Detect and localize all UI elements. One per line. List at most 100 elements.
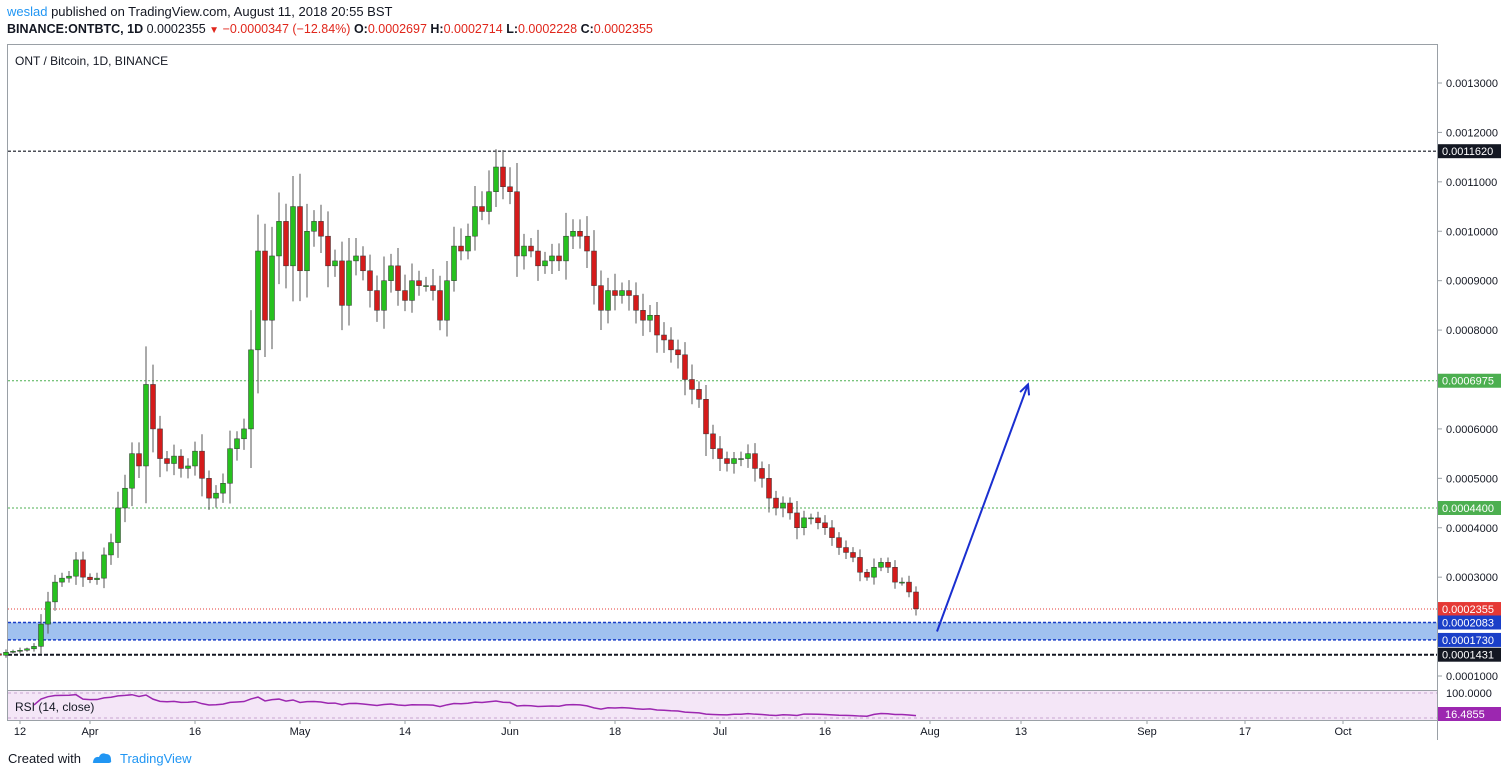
candle-body-119 bbox=[766, 478, 772, 499]
candle-body-105 bbox=[668, 339, 674, 351]
y-tick-label-5: 0.0008000 bbox=[1446, 325, 1498, 337]
candle-body-97 bbox=[612, 290, 618, 296]
candle-body-29 bbox=[136, 453, 142, 467]
x-tick-label-10: 13 bbox=[1015, 726, 1027, 738]
candle-body-37 bbox=[192, 450, 198, 467]
x-tick-label-2: 16 bbox=[189, 726, 201, 738]
candle-body-54 bbox=[311, 221, 317, 232]
candle-body-27 bbox=[122, 487, 128, 509]
candle-body-122 bbox=[787, 502, 793, 514]
last-price-label-bg bbox=[1438, 602, 1501, 617]
candle-body-67 bbox=[402, 290, 408, 301]
candle-body-56 bbox=[325, 235, 331, 267]
high-value: 0.0002714 bbox=[443, 22, 503, 36]
created-with-text: Created with bbox=[8, 751, 81, 766]
candle-body-81 bbox=[500, 166, 506, 188]
candle-body-140 bbox=[913, 591, 919, 610]
candle-body-12 bbox=[17, 650, 23, 652]
candle-body-38 bbox=[199, 450, 205, 479]
y-tick-label-8: 0.0004000 bbox=[1446, 523, 1498, 535]
candle-body-92 bbox=[577, 231, 583, 237]
price-axis-ticks: 0.0013000 0.0012000 0.0011000 0.0010000 0.00… bbox=[1437, 78, 1498, 683]
zone-bottom-label: 0.0001730 bbox=[1442, 635, 1494, 647]
candle-body-46 bbox=[255, 250, 261, 351]
candle-body-96 bbox=[605, 290, 611, 311]
zone-top-label-bg bbox=[1438, 615, 1501, 630]
resistance-3-label-bg bbox=[1438, 500, 1501, 515]
y-tick-label-2: 0.0011000 bbox=[1446, 177, 1497, 189]
candle-body-62 bbox=[367, 270, 373, 291]
candle-body-106 bbox=[675, 349, 681, 356]
open-label: O: bbox=[353, 22, 368, 36]
resistance-1-label: 0.0011620 bbox=[1442, 146, 1493, 158]
candle-body-21 bbox=[80, 559, 86, 578]
candle-body-35 bbox=[178, 455, 184, 469]
candle-body-93 bbox=[584, 235, 590, 252]
high-label: H: bbox=[430, 22, 444, 36]
candle-body-53 bbox=[304, 231, 310, 272]
y-tick-label-6: 0.0006000 bbox=[1446, 424, 1498, 436]
close-value: 0.0002355 bbox=[593, 22, 653, 36]
candle-body-43 bbox=[234, 438, 240, 449]
candle-body-101 bbox=[640, 310, 646, 321]
candle-body-117 bbox=[752, 453, 758, 469]
candle-body-98 bbox=[619, 290, 625, 296]
y-tick-label-4: 0.0009000 bbox=[1446, 276, 1498, 288]
rsi-pane: RSI (14, close) 100.0000 16.4855 bbox=[8, 688, 1501, 721]
x-tick-label-9: Aug bbox=[920, 726, 940, 738]
candle-body-25 bbox=[108, 542, 114, 556]
x-tick-label-5: Jun bbox=[501, 726, 519, 738]
candle-body-108 bbox=[689, 379, 695, 390]
candle-body-47 bbox=[262, 250, 268, 321]
candle-body-42 bbox=[227, 448, 233, 484]
candle-body-79 bbox=[486, 191, 492, 212]
candle-body-23 bbox=[94, 577, 100, 580]
x-tick-label-7: Jul bbox=[713, 726, 727, 738]
candle-body-20 bbox=[73, 559, 79, 577]
symbol-label: BINANCE:ONTBTC, 1D bbox=[7, 22, 144, 36]
footer: Created with TradingView bbox=[8, 751, 192, 768]
candle-body-74 bbox=[451, 245, 457, 281]
tradingview-brand-link[interactable]: TradingView bbox=[120, 751, 192, 766]
candle-body-125 bbox=[808, 517, 814, 520]
open-value: 0.0002697 bbox=[367, 22, 427, 36]
candle-body-30 bbox=[143, 384, 149, 467]
candle-body-61 bbox=[360, 255, 366, 272]
candle-body-82 bbox=[507, 186, 513, 192]
candle-body-17 bbox=[52, 581, 58, 603]
candle-body-110 bbox=[703, 399, 709, 435]
candle-body-14 bbox=[31, 646, 37, 650]
candle-body-95 bbox=[598, 285, 604, 311]
rsi-upper-label: 100.0000 bbox=[1446, 688, 1492, 700]
change-value: −0.0000347 (−12.84%) bbox=[222, 22, 351, 36]
candle-body-51 bbox=[290, 206, 296, 267]
candle-body-116 bbox=[745, 453, 751, 459]
ohlc-line: BINANCE:ONTBTC, 1D 0.0002355 ▼ −0.000034… bbox=[7, 22, 653, 36]
candle-body-99 bbox=[626, 290, 632, 296]
candle-body-48 bbox=[269, 255, 275, 321]
zone-bottom-label-bg bbox=[1438, 632, 1501, 647]
candle-body-76 bbox=[465, 235, 471, 252]
demand-zone-rect bbox=[8, 622, 1437, 640]
candle-body-115 bbox=[738, 458, 744, 460]
candle-body-113 bbox=[724, 458, 730, 464]
candle-body-134 bbox=[871, 567, 877, 578]
horizontal-levels bbox=[8, 150, 1437, 656]
author-link[interactable]: weslad bbox=[7, 4, 48, 19]
candle-body-85 bbox=[528, 245, 534, 252]
chart-legend-title: ONT / Bitcoin, 1D, BINANCE bbox=[15, 54, 168, 68]
candle-body-112 bbox=[717, 448, 723, 459]
candle-body-126 bbox=[815, 517, 821, 524]
candle-body-133 bbox=[864, 571, 870, 578]
candle-body-77 bbox=[472, 206, 478, 237]
x-tick-label-6: 18 bbox=[609, 726, 621, 738]
candle-body-127 bbox=[822, 522, 828, 529]
candle-body-70 bbox=[423, 285, 429, 287]
resistance-1-label-bg bbox=[1438, 144, 1501, 159]
rsi-value-bg bbox=[1438, 707, 1501, 721]
candle-body-118 bbox=[759, 468, 765, 479]
candle-body-131 bbox=[850, 552, 856, 558]
candle-body-103 bbox=[654, 315, 660, 336]
x-tick-label-0: 12 bbox=[14, 726, 26, 738]
